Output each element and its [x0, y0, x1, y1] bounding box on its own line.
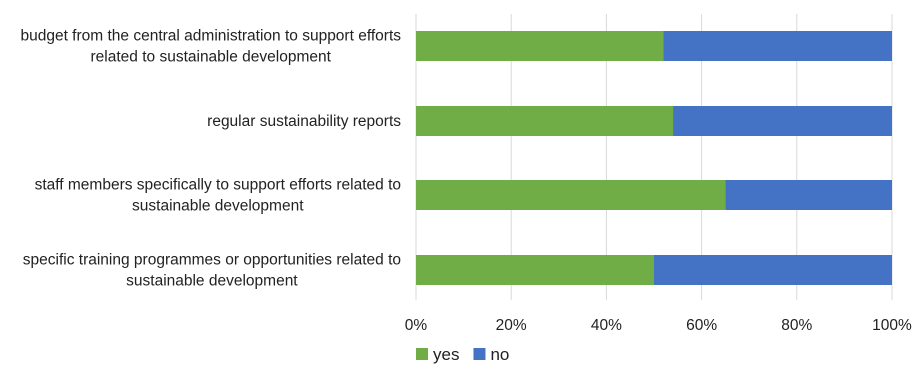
bar-yes [416, 106, 674, 136]
bar-yes [416, 31, 664, 61]
x-tick-label: 100% [872, 317, 912, 334]
x-tick-label: 60% [686, 317, 717, 334]
category-label-line: sustainable development [126, 273, 298, 290]
legend: yes no [416, 345, 509, 364]
category-label-line: regular sustainability reports [207, 113, 401, 130]
category-label: staff members specifically to support ef… [35, 177, 401, 215]
category-label-line: sustainable development [132, 198, 304, 215]
bar-no [725, 180, 892, 210]
bar-yes [416, 255, 654, 285]
category-label-line: related to sustainable development [91, 49, 332, 66]
x-tick-label: 0% [405, 317, 428, 334]
legend-swatch-yes [416, 348, 428, 360]
legend-label-no: no [490, 345, 509, 364]
bar-no [654, 255, 892, 285]
legend-swatch-no [473, 348, 486, 360]
legend-label-yes: yes [433, 345, 459, 364]
x-tick-label: 20% [496, 317, 527, 334]
bar-yes [416, 180, 726, 210]
category-label-line: specific training programmes or opportun… [23, 252, 401, 269]
category-labels: budget from the central administration t… [20, 28, 401, 290]
x-axis-tick-labels: 0% 20% 40% 60% 80% 100% [405, 317, 912, 334]
category-label: regular sustainability reports [207, 113, 401, 130]
bar-no [663, 31, 892, 61]
x-tick-label: 40% [591, 317, 622, 334]
category-label: specific training programmes or opportun… [23, 252, 401, 290]
bar-no [673, 106, 892, 136]
category-label-line: budget from the central administration t… [20, 28, 401, 45]
bars [416, 31, 892, 285]
category-label-line: staff members specifically to support ef… [35, 177, 401, 194]
gridlines [415, 14, 893, 300]
category-label: budget from the central administration t… [20, 28, 401, 66]
x-tick-label: 80% [781, 317, 812, 334]
